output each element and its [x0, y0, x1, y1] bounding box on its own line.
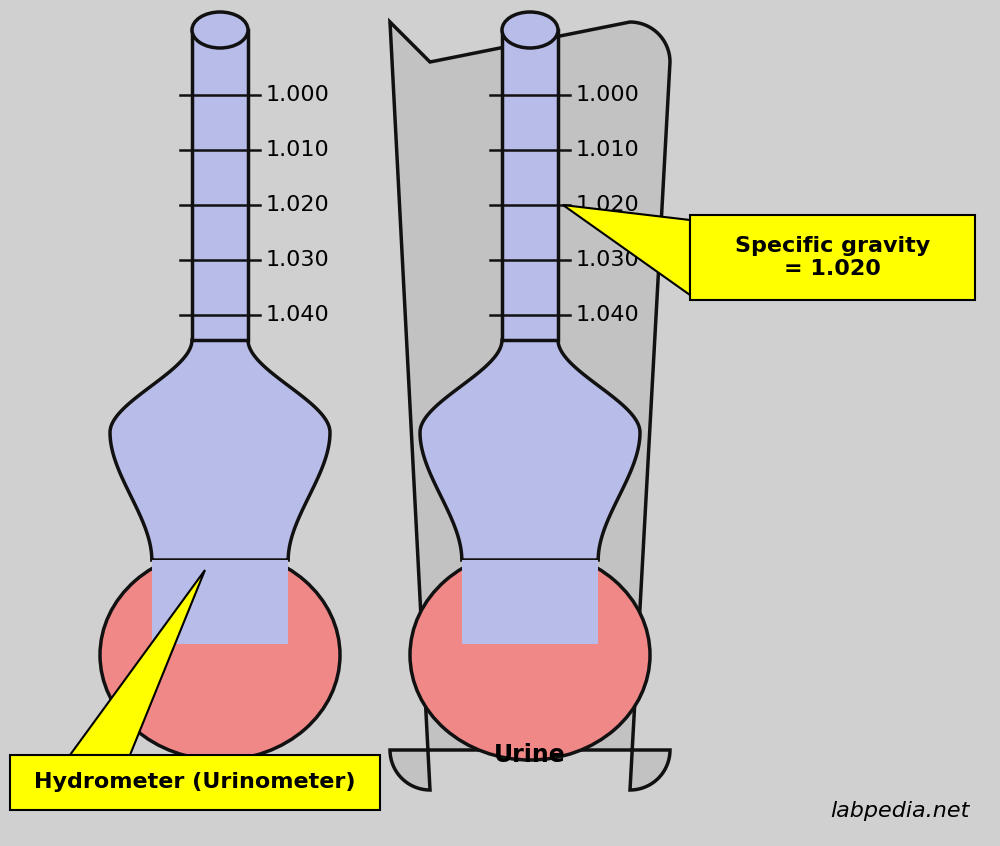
Text: 1.010: 1.010: [576, 140, 640, 160]
Polygon shape: [563, 205, 690, 295]
Ellipse shape: [410, 550, 650, 760]
Text: 1.020: 1.020: [266, 195, 330, 215]
Text: 1.040: 1.040: [266, 305, 330, 325]
Text: 1.030: 1.030: [576, 250, 640, 270]
Polygon shape: [690, 215, 975, 300]
Text: labpedia.net: labpedia.net: [831, 801, 970, 821]
Polygon shape: [390, 22, 670, 790]
Ellipse shape: [192, 12, 248, 48]
Text: 1.010: 1.010: [266, 140, 330, 160]
Text: Hydrometer (Urinometer): Hydrometer (Urinometer): [34, 772, 356, 793]
Text: 1.020: 1.020: [576, 195, 640, 215]
Ellipse shape: [502, 12, 558, 48]
Polygon shape: [70, 570, 205, 755]
Text: 1.040: 1.040: [576, 305, 640, 325]
Polygon shape: [10, 755, 380, 810]
Ellipse shape: [100, 550, 340, 760]
Polygon shape: [502, 30, 558, 340]
Text: Specific gravity
= 1.020: Specific gravity = 1.020: [735, 236, 930, 279]
Polygon shape: [152, 560, 288, 645]
Polygon shape: [462, 560, 598, 645]
Text: 1.030: 1.030: [266, 250, 330, 270]
Text: Urine: Urine: [494, 743, 566, 767]
Text: 1.000: 1.000: [266, 85, 330, 105]
Text: 1.000: 1.000: [576, 85, 640, 105]
Polygon shape: [110, 340, 330, 560]
Polygon shape: [192, 30, 248, 340]
Polygon shape: [420, 340, 640, 560]
